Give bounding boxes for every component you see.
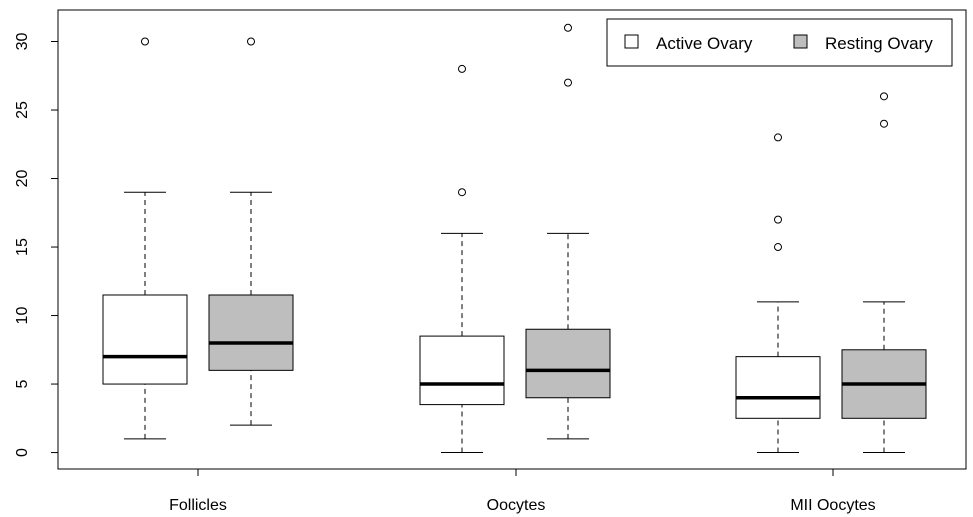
box	[735, 133, 821, 454]
iqr-box	[102, 294, 188, 385]
y-axis: 0 5 10 15 20 25 30	[14, 33, 59, 457]
y-tick-label: 20	[14, 170, 31, 188]
outlier-point	[247, 37, 255, 46]
box	[419, 64, 505, 454]
x-tick-label: Oocytes	[487, 497, 546, 514]
plot-frame	[57, 9, 967, 470]
x-tick-label: MII Oocytes	[790, 497, 875, 514]
legend-swatch-resting-ovary	[793, 34, 808, 49]
outlier-point	[458, 64, 466, 73]
legend-box	[606, 18, 953, 67]
outlier-point	[458, 188, 466, 197]
box-series-group	[102, 23, 927, 454]
y-tick-label: 0	[14, 448, 31, 457]
y-tick-label: 15	[14, 238, 31, 256]
legend-label-active-ovary: Active Ovary	[656, 34, 753, 53]
y-tick-label: 10	[14, 307, 31, 325]
box	[841, 92, 927, 454]
outlier-point	[774, 243, 782, 252]
outlier-point	[564, 78, 572, 87]
x-axis: Follicles Oocytes MII Oocytes	[169, 468, 876, 514]
legend: Active Ovary Resting Ovary	[606, 18, 953, 67]
iqr-box	[208, 294, 294, 371]
outlier-point	[880, 92, 888, 101]
box	[208, 37, 294, 426]
legend-label-resting-ovary: Resting Ovary	[825, 34, 933, 53]
outlier-point	[774, 215, 782, 224]
series-active-ovary	[102, 37, 821, 454]
y-tick-label: 25	[14, 101, 31, 119]
iqr-box	[419, 335, 505, 406]
outlier-point	[564, 23, 572, 32]
outlier-point	[141, 37, 149, 46]
box	[102, 37, 188, 440]
legend-swatch-active-ovary	[624, 34, 639, 49]
y-tick-label: 30	[14, 33, 31, 51]
x-tick-label: Follicles	[169, 497, 227, 514]
box	[525, 23, 611, 440]
iqr-box	[525, 328, 611, 399]
outlier-point	[774, 133, 782, 142]
outlier-point	[880, 119, 888, 128]
iqr-box	[735, 356, 821, 419]
y-tick-label: 5	[14, 380, 31, 389]
series-resting-ovary	[208, 23, 927, 454]
